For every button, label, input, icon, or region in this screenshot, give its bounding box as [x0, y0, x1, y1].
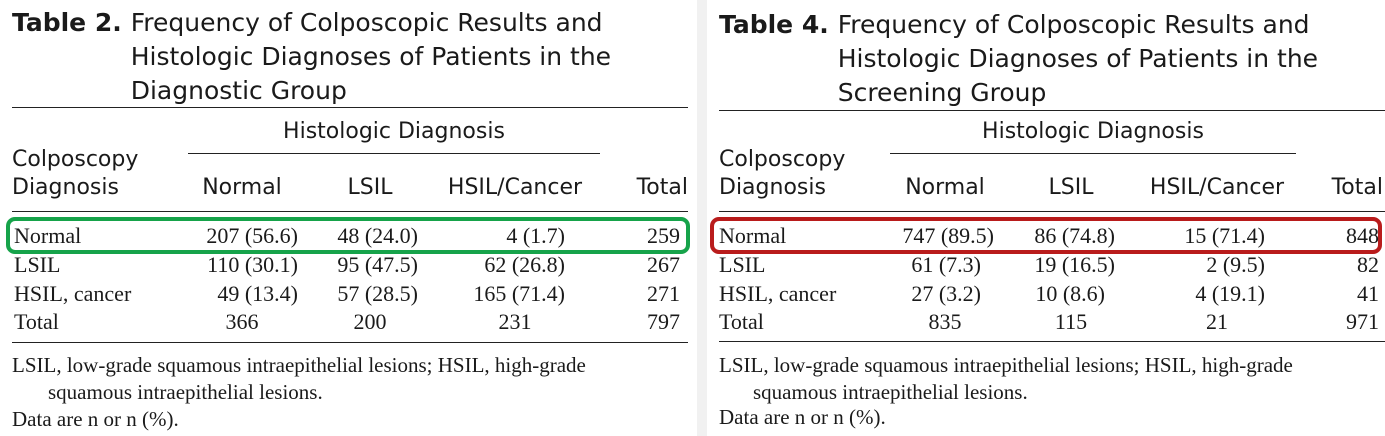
spanner-rule: [188, 153, 600, 154]
table-cell: 27 (3.2): [911, 281, 981, 306]
table-cell: 21: [1206, 309, 1228, 334]
table-cell: 62 (26.8): [484, 252, 565, 277]
table-cell: 797: [647, 309, 680, 334]
footnote-data: Data are n or n (%).: [12, 407, 179, 431]
col-header-normal: Normal: [905, 175, 985, 200]
col-header-hsil: HSIL/Cancer: [1149, 175, 1285, 200]
highlight-box-normal-row: [6, 217, 690, 254]
highlight-box-normal-row: [710, 217, 1382, 254]
table-cell: 231: [498, 309, 532, 334]
table-cell: 82: [1357, 252, 1379, 277]
table-caption: Frequency of Colposcopic Results and His…: [130, 8, 612, 105]
row-label: LSIL: [719, 252, 766, 277]
col-header-lsil: LSIL: [1048, 175, 1094, 200]
top-rule: [12, 107, 688, 108]
row-header-line2: Diagnosis: [719, 175, 826, 200]
table-cell: 200: [353, 309, 387, 334]
footnote-abbreviations-cont: squamous intraepithelial lesions.: [753, 380, 1028, 404]
row-header-line2: Diagnosis: [12, 175, 119, 200]
table-panel-screening: Table 4. Frequency of Colposcopic Result…: [707, 0, 1385, 436]
table-cell: 19 (16.5): [1034, 252, 1115, 277]
footnote-data: Data are n or n (%).: [719, 405, 886, 429]
table-cell: 115: [1054, 309, 1088, 334]
row-header-line1: Colposcopy: [12, 147, 139, 172]
col-header-total: Total: [636, 175, 688, 200]
table-title: Table 2. Frequency of Colposcopic Result…: [12, 6, 671, 108]
col-header-hsil: HSIL/Cancer: [447, 175, 583, 200]
row-label: Total: [14, 309, 59, 334]
table-cell: 259: [647, 223, 680, 248]
header-rule: [12, 211, 688, 212]
col-header-normal: Normal: [202, 175, 282, 200]
bottom-rule: [12, 342, 688, 343]
row-label: Total: [719, 309, 764, 334]
table-cell: 61 (7.3): [911, 252, 981, 277]
table-cell: 267: [647, 252, 680, 277]
table-cell: 165 (71.4): [473, 281, 565, 306]
table-caption: Frequency of Colposcopic Results and His…: [837, 10, 1319, 107]
table-cell: 57 (28.5): [337, 281, 418, 306]
col-header-total: Total: [1331, 175, 1383, 200]
table-cell: 366: [225, 309, 259, 334]
table-cell: 271: [647, 281, 680, 306]
row-header-line1: Colposcopy: [719, 147, 846, 172]
table-cell: 207 (56.6): [206, 223, 298, 248]
table-cell: 4 (1.7): [506, 223, 565, 248]
table-cell: 10 (8.6): [1035, 281, 1105, 306]
bottom-rule: [719, 341, 1385, 342]
table-cell: 835: [928, 309, 962, 334]
footnote-abbreviations: LSIL, low-grade squamous intraepithelial…: [12, 353, 586, 377]
table-cell: 41: [1357, 281, 1379, 306]
table-cell: 15 (71.4): [1184, 223, 1265, 248]
table-cell: 49 (13.4): [217, 281, 298, 306]
row-label: HSIL, cancer: [719, 281, 837, 306]
table-cell: 48 (24.0): [337, 223, 418, 248]
row-label: HSIL, cancer: [14, 281, 132, 306]
footnote-abbreviations-cont: squamous intraepithelial lesions.: [48, 380, 323, 404]
table-cell: 95 (47.5): [337, 252, 418, 277]
table-cell: 110 (30.1): [207, 252, 298, 277]
table-title: Table 4. Frequency of Colposcopic Result…: [719, 8, 1378, 110]
header-rule: [719, 211, 1385, 212]
table-cell: 2 (9.5): [1206, 252, 1265, 277]
row-label: LSIL: [14, 252, 61, 277]
row-label: Normal: [719, 223, 787, 248]
table-cell: 4 (19.1): [1195, 281, 1265, 306]
col-header-lsil: LSIL: [347, 175, 393, 200]
table-panel-diagnostic: Table 2. Frequency of Colposcopic Result…: [6, 6, 690, 431]
panel-divider: [697, 0, 707, 436]
spanner-header: Histologic Diagnosis: [982, 119, 1204, 144]
table-cell: 747 (89.5): [902, 223, 994, 248]
spanner-rule: [890, 153, 1296, 154]
table-number: Table 4.: [719, 10, 829, 39]
footnote-abbreviations: LSIL, low-grade squamous intraepithelial…: [719, 353, 1293, 377]
table-cell: 971: [1346, 309, 1379, 334]
row-label: Normal: [14, 223, 82, 248]
spanner-header: Histologic Diagnosis: [283, 119, 505, 144]
top-rule: [719, 110, 1385, 111]
table-number: Table 2.: [12, 8, 122, 37]
table-cell: 848: [1346, 223, 1379, 248]
table-cell: 86 (74.8): [1034, 223, 1115, 248]
